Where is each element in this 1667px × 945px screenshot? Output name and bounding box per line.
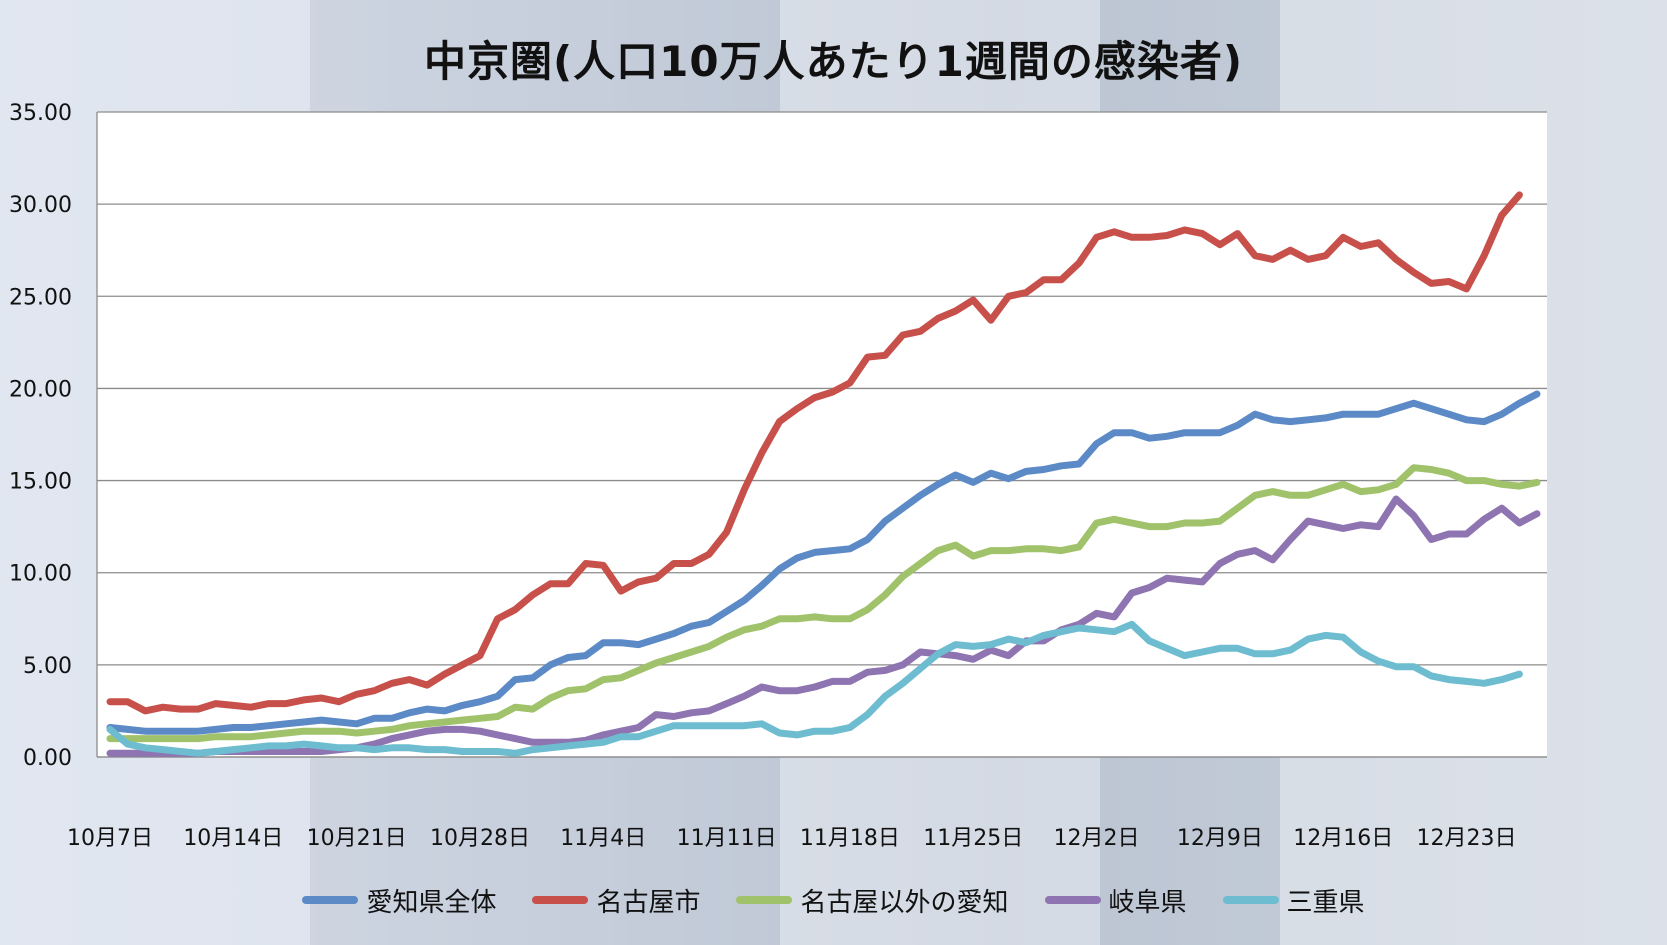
legend-swatch: [302, 896, 359, 904]
y-tick-label: 25.00: [9, 285, 72, 310]
legend-swatch: [1044, 896, 1101, 904]
legend-item: 名古屋市: [532, 882, 700, 919]
legend-item: 岐阜県: [1044, 882, 1187, 919]
x-tick-label: 12月23日: [1417, 826, 1517, 851]
x-tick-label: 11月4日: [560, 826, 646, 851]
series-line: [106, 464, 1541, 743]
x-tick-label: 11月11日: [677, 826, 777, 851]
legend-item: 名古屋以外の愛知: [736, 882, 1009, 919]
series-line: [106, 191, 1523, 715]
y-tick-label: 35.00: [9, 101, 72, 126]
legend-label: 岐阜県: [1108, 887, 1187, 918]
x-tick-label: 10月28日: [430, 826, 530, 851]
x-tick-label: 11月18日: [800, 826, 900, 851]
legend-swatch: [736, 896, 793, 904]
legend-item: 愛知県全体: [302, 882, 496, 919]
y-tick-label: 5.00: [23, 654, 72, 679]
series-line: [106, 620, 1523, 757]
x-tick-label: 12月9日: [1177, 826, 1263, 851]
x-tick-label: 10月14日: [183, 826, 283, 851]
legend-item: 三重県: [1222, 882, 1365, 919]
chart-title: 中京圏(人口10万人あたり1週間の感染者): [423, 37, 1244, 86]
legend-label: 名古屋以外の愛知: [800, 887, 1009, 918]
legend-label: 三重県: [1286, 887, 1365, 918]
plot-area: [97, 112, 1547, 757]
y-tick-label: 0.00: [23, 746, 72, 771]
x-tick-label: 10月21日: [307, 826, 407, 851]
y-tick-label: 20.00: [9, 377, 72, 402]
x-tick-label: 10月7日: [67, 826, 153, 851]
x-tick-label: 12月2日: [1054, 826, 1140, 851]
legend: 愛知県全体 名古屋市 名古屋以外の愛知 岐阜県 三重県: [0, 880, 1667, 920]
legend-label: 名古屋市: [596, 887, 701, 918]
legend-swatch: [532, 896, 589, 904]
y-tick-label: 15.00: [9, 470, 72, 495]
series-line: [106, 390, 1541, 735]
y-tick-label: 30.00: [9, 193, 72, 218]
legend-label: 愛知県全体: [366, 887, 497, 918]
x-tick-label: 12月16日: [1293, 826, 1393, 851]
legend-swatch: [1222, 896, 1279, 904]
x-tick-label: 11月25日: [923, 826, 1023, 851]
y-tick-label: 10.00: [9, 562, 72, 587]
